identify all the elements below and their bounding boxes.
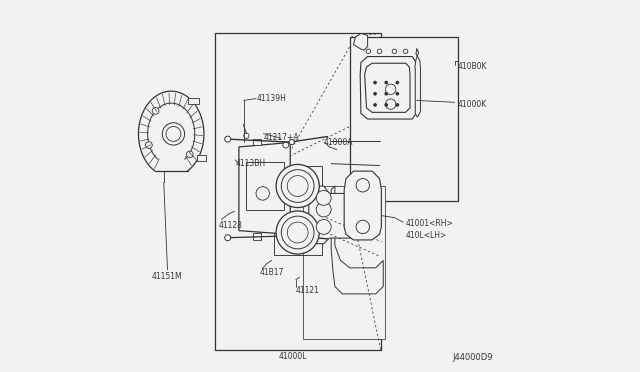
Circle shape (276, 164, 319, 208)
Text: 41217+A: 41217+A (264, 133, 299, 142)
Bar (253, 139, 261, 145)
Text: J44000D9: J44000D9 (452, 353, 493, 362)
Circle shape (392, 49, 397, 54)
Circle shape (385, 103, 388, 107)
Bar (196, 155, 206, 161)
Circle shape (316, 219, 331, 234)
Circle shape (282, 170, 314, 202)
Circle shape (283, 142, 289, 148)
Text: 41001<RH>: 41001<RH> (406, 219, 453, 228)
Circle shape (145, 142, 152, 148)
Circle shape (163, 123, 184, 145)
Circle shape (378, 49, 381, 54)
Circle shape (256, 187, 269, 200)
Circle shape (385, 99, 396, 109)
Text: 41121: 41121 (296, 286, 320, 295)
Bar (349, 37, 458, 201)
Circle shape (276, 211, 319, 254)
Text: 41000K: 41000K (458, 100, 487, 109)
Circle shape (373, 103, 377, 107)
Circle shape (316, 190, 331, 205)
Circle shape (396, 92, 399, 96)
Text: 41B17: 41B17 (260, 268, 284, 277)
Text: 41139H: 41139H (257, 94, 287, 103)
Bar (253, 233, 261, 240)
Bar (303, 186, 385, 339)
Circle shape (186, 151, 193, 158)
Polygon shape (415, 48, 420, 117)
Polygon shape (239, 142, 291, 234)
Circle shape (385, 81, 388, 84)
Bar (273, 166, 322, 255)
Circle shape (166, 126, 181, 141)
Circle shape (225, 235, 231, 241)
Circle shape (385, 84, 396, 94)
Text: 41128: 41128 (219, 221, 243, 230)
Polygon shape (365, 63, 410, 112)
Bar (188, 98, 199, 104)
Circle shape (282, 216, 314, 249)
Circle shape (356, 220, 369, 234)
Text: 410L<LH>: 410L<LH> (406, 231, 447, 240)
Circle shape (396, 103, 399, 107)
Circle shape (152, 108, 159, 114)
Circle shape (244, 133, 249, 138)
Circle shape (287, 176, 308, 196)
Bar (215, 33, 381, 350)
Circle shape (396, 81, 399, 84)
Text: 41000L: 41000L (279, 352, 308, 361)
Polygon shape (353, 33, 367, 50)
Circle shape (287, 222, 308, 243)
Polygon shape (344, 171, 381, 240)
Circle shape (316, 202, 331, 217)
Text: 410B0K: 410B0K (458, 62, 487, 71)
Circle shape (356, 179, 369, 192)
Text: 41000A: 41000A (324, 138, 353, 147)
Circle shape (366, 49, 371, 54)
Circle shape (373, 81, 377, 84)
Circle shape (373, 92, 377, 96)
Circle shape (225, 136, 231, 142)
Circle shape (289, 140, 294, 145)
Bar (246, 162, 284, 210)
Text: 41151M: 41151M (152, 272, 182, 280)
Polygon shape (309, 186, 380, 244)
Polygon shape (360, 57, 416, 119)
Text: 4113BH: 4113BH (235, 159, 266, 168)
Circle shape (403, 49, 408, 54)
Polygon shape (331, 186, 383, 294)
Circle shape (385, 92, 388, 96)
